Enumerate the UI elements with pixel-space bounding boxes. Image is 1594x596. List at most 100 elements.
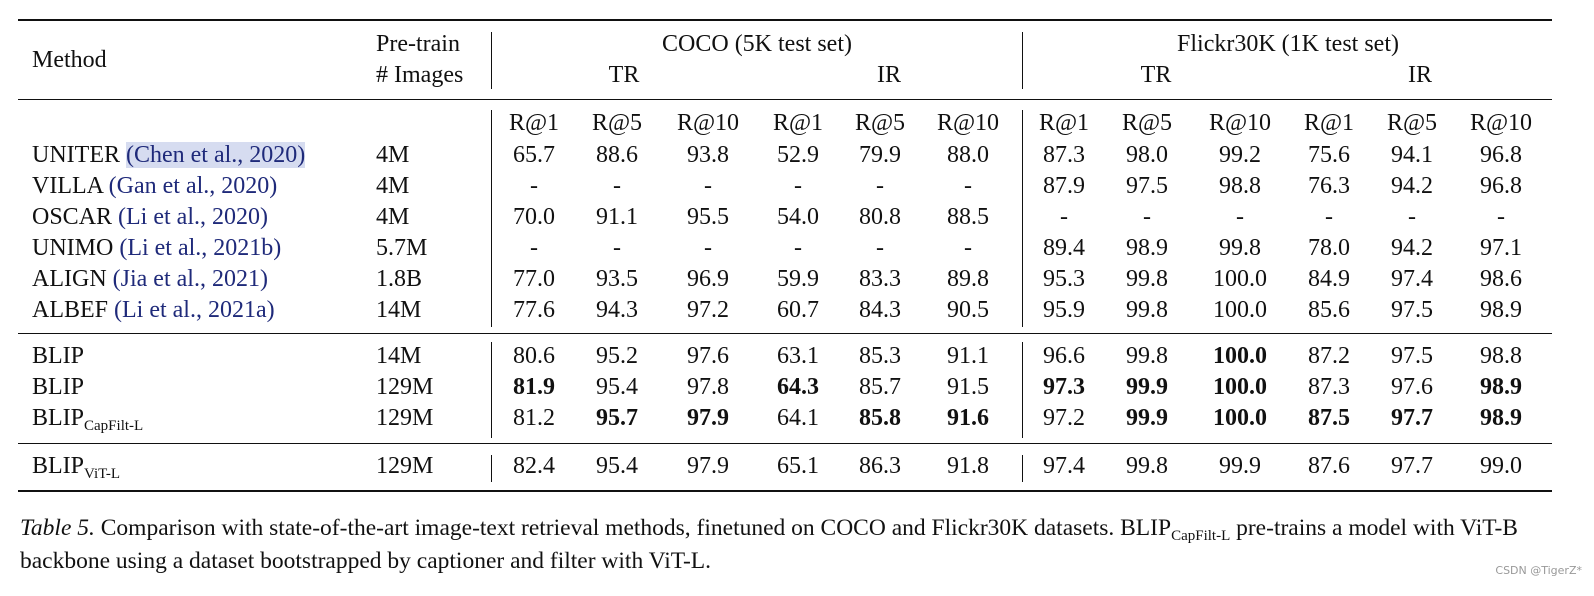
method-name: BLIP bbox=[32, 453, 85, 479]
value-cell: 93.8 bbox=[687, 142, 729, 168]
value-cell: - bbox=[1408, 204, 1416, 230]
value-cell: - bbox=[876, 173, 884, 199]
metric-header: R@1 bbox=[1038, 110, 1090, 136]
caption-sub: CapFilt-L bbox=[1171, 528, 1231, 544]
value-cell: 98.0 bbox=[1126, 142, 1168, 168]
caption: Table 5. Comparison with state-of-the-ar… bbox=[20, 512, 1565, 578]
value-cell: 84.3 bbox=[859, 297, 901, 323]
value-cell: - bbox=[613, 235, 621, 261]
caption-text: Comparison with state-of-the-art image-t… bbox=[100, 515, 1172, 541]
value-cell: 99.9 bbox=[1126, 405, 1168, 431]
value-cell: 79.9 bbox=[859, 142, 901, 168]
value-cell: 97.9 bbox=[687, 405, 729, 431]
method-name: BLIP bbox=[32, 343, 85, 369]
method-cell: BLIP bbox=[32, 375, 84, 399]
images-cell: 4M bbox=[376, 142, 410, 168]
method-cell: BLIPViT-L bbox=[32, 453, 120, 482]
images-cell: 4M bbox=[376, 204, 410, 230]
value-cell: - bbox=[1236, 204, 1244, 230]
value-cell: 96.9 bbox=[687, 266, 729, 292]
value-cell: 99.2 bbox=[1219, 142, 1261, 168]
metric-header: R@1 bbox=[772, 110, 824, 136]
header-pretrain: # Images bbox=[376, 62, 464, 88]
value-cell: 96.8 bbox=[1480, 173, 1522, 199]
divider bbox=[1022, 32, 1023, 89]
metric-header: R@5 bbox=[854, 110, 906, 136]
value-cell: - bbox=[1060, 204, 1068, 230]
value-cell: 96.6 bbox=[1043, 343, 1085, 369]
metric-header: R@10 bbox=[1469, 110, 1533, 136]
value-cell: 97.2 bbox=[687, 297, 729, 323]
value-cell: 98.9 bbox=[1480, 374, 1522, 400]
value-cell: 95.3 bbox=[1043, 266, 1085, 292]
value-cell: 99.8 bbox=[1126, 343, 1168, 369]
value-cell: 94.2 bbox=[1391, 173, 1433, 199]
value-cell: 85.8 bbox=[859, 405, 901, 431]
divider bbox=[491, 342, 492, 438]
value-cell: 87.6 bbox=[1308, 453, 1350, 479]
value-cell: 59.9 bbox=[777, 266, 819, 292]
value-cell: 87.3 bbox=[1043, 142, 1085, 168]
rule bbox=[18, 490, 1552, 492]
value-cell: 95.2 bbox=[596, 343, 638, 369]
method-cell: BLIPCapFilt-L bbox=[32, 406, 143, 434]
citation: (Li et al., 2021b) bbox=[119, 235, 282, 261]
value-cell: 89.8 bbox=[947, 266, 989, 292]
method-sub: ViT-L bbox=[84, 466, 121, 482]
value-cell: 98.8 bbox=[1480, 343, 1522, 369]
rule bbox=[18, 443, 1552, 444]
watermark: CSDN @TigerZ* bbox=[1495, 564, 1582, 577]
header-method: Method bbox=[32, 47, 107, 73]
method-name: BLIP bbox=[32, 374, 85, 400]
value-cell: 89.4 bbox=[1043, 235, 1085, 261]
citation: (Gan et al., 2020) bbox=[108, 173, 278, 199]
citation: (Chen et al., 2020) bbox=[125, 142, 306, 168]
value-cell: 95.5 bbox=[687, 204, 729, 230]
value-cell: 100.0 bbox=[1213, 405, 1267, 431]
method-cell: UNITER (Chen et al., 2020) bbox=[32, 142, 306, 168]
value-cell: 99.8 bbox=[1126, 297, 1168, 323]
divider bbox=[1022, 455, 1023, 482]
value-cell: - bbox=[964, 173, 972, 199]
metric-header: R@1 bbox=[508, 110, 560, 136]
value-cell: - bbox=[1497, 204, 1505, 230]
value-cell: 100.0 bbox=[1213, 374, 1267, 400]
citation: (Jia et al., 2021) bbox=[112, 266, 268, 292]
value-cell: - bbox=[613, 173, 621, 199]
value-cell: 97.7 bbox=[1391, 405, 1433, 431]
value-cell: - bbox=[876, 235, 884, 261]
value-cell: 96.8 bbox=[1480, 142, 1522, 168]
value-cell: 85.3 bbox=[859, 343, 901, 369]
method-name: ALIGN bbox=[32, 266, 107, 292]
value-cell: 81.2 bbox=[513, 405, 555, 431]
metric-header: R@5 bbox=[1386, 110, 1438, 136]
value-cell: 95.9 bbox=[1043, 297, 1085, 323]
value-cell: 99.9 bbox=[1126, 374, 1168, 400]
value-cell: 97.3 bbox=[1043, 374, 1085, 400]
images-cell: 14M bbox=[376, 343, 422, 369]
value-cell: 84.9 bbox=[1308, 266, 1350, 292]
value-cell: 87.2 bbox=[1308, 343, 1350, 369]
value-cell: 88.5 bbox=[947, 204, 989, 230]
value-cell: 77.6 bbox=[513, 297, 555, 323]
metric-header: R@10 bbox=[676, 110, 740, 136]
value-cell: 94.2 bbox=[1391, 235, 1433, 261]
value-cell: 97.7 bbox=[1391, 453, 1433, 479]
images-cell: 1.8B bbox=[376, 266, 423, 292]
value-cell: 94.1 bbox=[1391, 142, 1433, 168]
value-cell: 77.0 bbox=[513, 266, 555, 292]
value-cell: - bbox=[530, 173, 538, 199]
value-cell: - bbox=[704, 235, 712, 261]
value-cell: 97.5 bbox=[1391, 343, 1433, 369]
method-name: UNITER bbox=[32, 142, 120, 168]
value-cell: 70.0 bbox=[513, 204, 555, 230]
citation: (Li et al., 2020) bbox=[118, 204, 268, 230]
value-cell: 97.6 bbox=[1391, 374, 1433, 400]
value-cell: 100.0 bbox=[1213, 343, 1267, 369]
value-cell: 95.4 bbox=[596, 453, 638, 479]
metric-header: R@10 bbox=[936, 110, 1000, 136]
group-title: COCO (5K test set) bbox=[662, 31, 852, 57]
value-cell: 88.0 bbox=[947, 142, 989, 168]
value-cell: 75.6 bbox=[1308, 142, 1350, 168]
